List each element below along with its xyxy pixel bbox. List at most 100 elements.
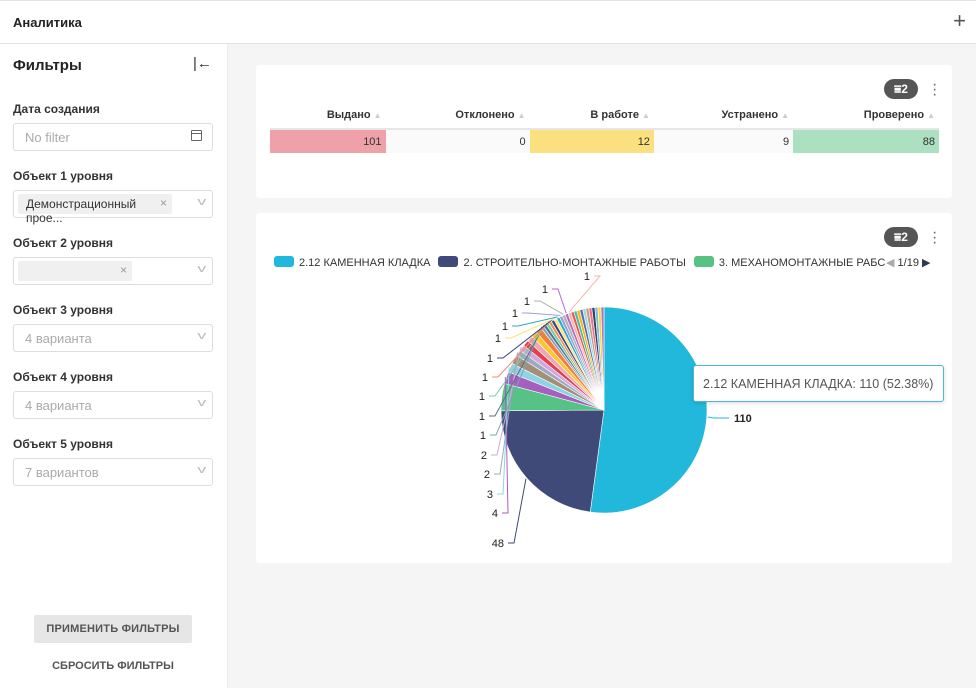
filter-count-badge[interactable]: ⩸2 [884, 227, 918, 247]
remove-tag-icon[interactable]: × [119, 263, 127, 277]
remove-tag-icon[interactable]: × [159, 196, 167, 210]
slice-value-label: 1 [524, 296, 530, 308]
selected-tag: × [18, 261, 132, 281]
column-header[interactable]: В работе ▲ [529, 107, 654, 130]
label-leader-line [508, 478, 527, 544]
prev-page-icon[interactable]: ◀ [886, 257, 895, 269]
calendar-icon[interactable] [191, 130, 202, 141]
pie-slice[interactable] [589, 306, 708, 514]
filters-sidebar: Фильтры |← Дата создания No filter Объек… [0, 44, 228, 688]
label-leader-line [522, 312, 561, 317]
slice-value-label: 48 [492, 538, 504, 550]
slice-value-label: 3 [487, 489, 493, 501]
slice-value-label: 4 [492, 508, 498, 520]
sort-icon[interactable]: ▲ [642, 110, 650, 120]
label-leader-line [505, 317, 556, 339]
label-leader-line [568, 275, 602, 313]
level2-select[interactable]: × v [13, 257, 213, 285]
sort-icon[interactable]: ▲ [781, 110, 790, 120]
date-filter-input[interactable]: No filter [13, 123, 213, 151]
pie-slice[interactable] [500, 409, 605, 513]
slice-value-label: 1 [542, 284, 548, 296]
label-leader-line [552, 288, 567, 314]
chart-tooltip: 2.12 КАМЕННАЯ КЛАДКА: 110 (52.38%) [693, 365, 944, 402]
more-menu-icon[interactable]: · · · [932, 76, 938, 103]
slice-value-label: 1 [480, 430, 486, 442]
next-page-icon[interactable]: ▶ [922, 257, 931, 269]
label-leader-line [497, 319, 553, 359]
status-card: ⩸2 · · · Выдано ▲ Отклонено ▲ В работе ▲ Устране… [256, 65, 952, 198]
legend-swatch [693, 256, 714, 267]
slice-value-label: 1 [512, 308, 518, 320]
sort-icon[interactable]: ▲ [373, 110, 382, 120]
more-menu-icon[interactable]: · · · [932, 224, 938, 251]
slice-value-label: 1 [502, 321, 508, 333]
label-leader-line [492, 321, 550, 378]
level1-select[interactable]: Демонстрационный прое... × v [13, 190, 213, 225]
level3-select[interactable]: 4 варианта v [13, 324, 213, 352]
filter-label-level2: Объект 2 уровня [13, 236, 114, 250]
slice-value-label: 1 [482, 372, 488, 384]
collapse-sidebar-icon[interactable]: |← [193, 55, 212, 72]
sort-icon[interactable]: ▲ [517, 110, 526, 120]
legend-swatch [274, 256, 294, 267]
filter-count: 2 [901, 230, 908, 244]
column-header[interactable]: Выдано ▲ [270, 107, 386, 130]
legend-pager: ◀ 1/19 ▶ [886, 256, 930, 269]
pie-card: ⩸2 · · · 2.12 КАМЕННАЯ КЛАДКА 2. СТРОИТЕЛЬН… [256, 213, 952, 563]
status-value: 9 [653, 129, 794, 153]
page-title: Аналитика [13, 15, 82, 30]
column-label: В работе [590, 108, 640, 121]
status-value: 12 [529, 129, 654, 153]
slice-value-label: 1 [487, 353, 493, 365]
filter-label-level1: Объект 1 уровня [13, 169, 114, 183]
label-leader-line [490, 326, 543, 436]
column-header[interactable]: Устранено ▲ [653, 107, 794, 130]
sort-icon[interactable]: ▲ [927, 110, 935, 120]
chevron-down-icon[interactable]: v [196, 397, 206, 409]
label-leader-line [489, 324, 545, 417]
label-leader-line [489, 322, 548, 397]
slice-value-label: 1 [495, 333, 501, 345]
column-label: Выдано [326, 108, 371, 121]
selected-tag: Демонстрационный прое... × [18, 194, 172, 225]
filter-label-level3: Объект 3 уровня [13, 303, 114, 317]
status-value: 101 [270, 129, 386, 153]
pie-slice[interactable] [600, 306, 605, 411]
apply-filters-button[interactable]: ПРИМЕНИТЬ ФИЛЬТРЫ [34, 615, 192, 643]
level4-select[interactable]: 4 варианта v [13, 391, 213, 419]
label-leader-line [494, 352, 518, 475]
tag-label: Демонстрационный прое... [26, 197, 137, 225]
date-placeholder: No filter [25, 130, 70, 145]
plus-icon[interactable]: + [953, 8, 966, 33]
top-bar: Аналитика + [0, 0, 976, 44]
reset-filters-button[interactable]: СБРОСИТЬ ФИЛЬТРЫ [52, 660, 174, 672]
chevron-down-icon[interactable]: v [196, 196, 206, 208]
slice-value-label: 1 [584, 271, 590, 283]
filter-count: 2 [901, 82, 908, 96]
filters-title: Фильтры [13, 57, 82, 74]
column-header[interactable]: Проверено ▲ [793, 107, 939, 130]
legend-label: 2.12 КАМЕННАЯ КЛАДКА [299, 257, 431, 269]
column-label: Отклонено [455, 108, 515, 121]
chevron-down-icon[interactable]: v [196, 263, 206, 275]
column-label: Устранено [721, 108, 779, 121]
status-value: 88 [793, 129, 939, 153]
chevron-down-icon[interactable]: v [196, 330, 206, 342]
legend-item[interactable]: 3. МЕХАНОМОНТАЖНЫЕ РАБС [693, 256, 885, 269]
label-leader-line [512, 316, 558, 327]
slice-value-label: 1 [479, 411, 485, 423]
chevron-down-icon[interactable]: v [196, 464, 206, 476]
slice-value-label: 1 [479, 391, 485, 403]
column-header[interactable]: Отклонено ▲ [385, 107, 530, 130]
slice-value-label: 2 [481, 450, 487, 462]
column-label: Проверено [863, 108, 925, 121]
legend-item[interactable]: 2. СТРОИТЕЛЬНО-МОНТАЖНЫЕ РАБОТЫ [438, 256, 686, 269]
filter-count-badge[interactable]: ⩸2 [884, 79, 918, 99]
filter-label-level4: Объект 4 уровня [13, 370, 114, 384]
legend-item[interactable]: 2.12 КАМЕННАЯ КЛАДКА [274, 256, 431, 269]
legend-page: 1/19 [897, 257, 919, 269]
level5-select[interactable]: 7 вариантов v [13, 458, 213, 486]
label-leader-line [707, 416, 729, 419]
